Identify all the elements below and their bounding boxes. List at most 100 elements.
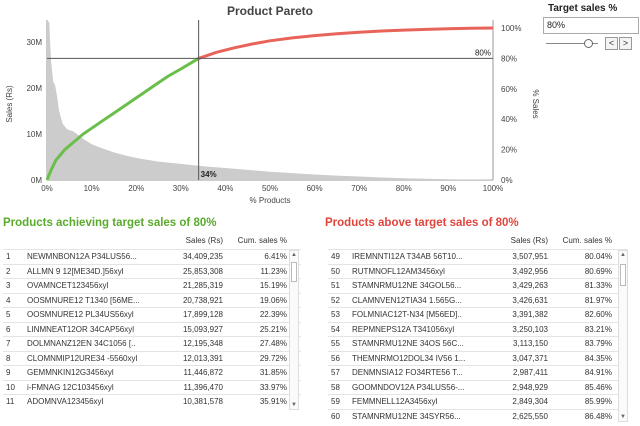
row-number: 53 [331, 310, 340, 320]
table-row[interactable]: 5 OOSMNURE12 PL34US56xyl 17,899,128 22.39% [3, 307, 301, 322]
x-tick-label: 10% [84, 184, 100, 193]
row-number: 54 [331, 324, 340, 334]
y-right-tick-label: 100% [501, 24, 521, 33]
sales-value: 3,113,150 [513, 339, 548, 349]
row-number: 58 [331, 382, 340, 392]
sales-value: 17,899,128 [182, 310, 223, 320]
table-row[interactable]: 9 GEMMNKIN12G3456xyl 11,446,872 31.85% [3, 365, 301, 380]
scroll-up-icon[interactable]: ▲ [620, 252, 626, 258]
scroll-down-icon[interactable]: ▼ [620, 414, 626, 420]
right-table-scrollbar[interactable]: ▲ ▼ [618, 250, 628, 422]
table-row[interactable]: 4 OOSMNURE12 T1340 [56ME... 20,738,921 19.0… [3, 292, 301, 308]
cum-sales-pct: 35.91% [259, 397, 287, 407]
product-name: GEMMNKIN12G3456xyl [27, 368, 114, 378]
next-button[interactable]: > [619, 37, 632, 50]
sales-value: 2,987,411 [513, 368, 548, 378]
scroll-thumb[interactable] [620, 264, 626, 286]
table-row[interactable]: 60 STAMNRMU12NE 34SYR56... 2,625,550 86.48% [328, 409, 628, 424]
previous-button[interactable]: < [605, 37, 618, 50]
product-name: i-FMNAG 12C103456xyl [27, 382, 114, 392]
y-left-tick-label: 20M [26, 84, 42, 93]
left-table-header: Sales (Rs) Cum. sales % [3, 236, 301, 249]
table-row[interactable]: 50 RUTMNOFL12AM3456xyl 3,492,956 80.69% [328, 263, 628, 279]
slider-track[interactable] [546, 43, 598, 44]
sales-value: 3,047,371 [512, 353, 548, 363]
sales-value: 2,849,304 [512, 397, 548, 407]
table-row[interactable]: 7 DOLMNANZ12EN 34C1056 [.. 12,195,348 27.48… [3, 336, 301, 351]
cum-sales-pct: 27.48% [259, 339, 287, 349]
product-name: STAMNRMU12NE 34SYR56... [352, 412, 461, 422]
table-row[interactable]: 6 LINMNEAT12OR 34CAP56xyl 15,093,927 25.21% [3, 321, 301, 337]
row-number: 50 [331, 266, 340, 276]
target-sales-input[interactable]: 80% [543, 17, 639, 34]
column-header-sales[interactable]: Sales (Rs) [185, 236, 223, 245]
table-row[interactable]: 52 CLAMNVEN12TIA34 1.565G... 3,426,631 81.9… [328, 292, 628, 308]
sales-value: 34,409,235 [182, 252, 223, 261]
product-name: OVAMNCET123456xyl [27, 281, 109, 291]
sales-value: 12,195,348 [182, 339, 223, 349]
sales-value: 25,853,308 [182, 266, 223, 276]
product-name: OOSMNURE12 T1340 [56ME... [27, 295, 140, 305]
table-row[interactable]: 11 ADOMNVA123456xyl 10,381,578 35.91% [3, 394, 301, 409]
sales-value: 20,738,921 [182, 295, 223, 305]
cum-sales-pct: 81.33% [584, 281, 612, 291]
table-row[interactable]: 51 STAMNRMU12NE 34GOL56... 3,429,263 81.33% [328, 278, 628, 293]
row-number: 9 [6, 368, 11, 378]
y-left-tick-label: 10M [26, 130, 42, 139]
y-left-tick-label: 0M [31, 176, 42, 185]
product-name: OOSMNURE12 PL34US56xyl [27, 310, 134, 320]
chart-title: Product Pareto [227, 4, 313, 18]
product-name: CLOMNMIP12URE34 -5560xyl [27, 353, 138, 363]
column-header-cum[interactable]: Cum. sales % [562, 236, 612, 245]
scroll-up-icon[interactable]: ▲ [291, 252, 297, 258]
x-tick-label: 50% [262, 184, 278, 193]
table-row[interactable]: 3 OVAMNCET123456xyl 21,285,319 15.19% [3, 278, 301, 293]
table-row[interactable]: 10 i-FMNAG 12C103456xyl 11,396,470 33.97% [3, 379, 301, 395]
y-right-axis-title: % Sales [531, 89, 540, 118]
cum-sales-pct: 83.21% [584, 324, 612, 334]
y-left-tick-label: 30M [26, 38, 42, 47]
table-row[interactable]: 2 ALLMN 9 12[ME34D.]56xyl 25,853,308 11.23% [3, 263, 301, 279]
pareto-chart: Product Pareto 80% 34% 0% 10% 20% 30% 40% 50% 60… [5, 4, 540, 205]
cum-sales-pct: 15.19% [259, 281, 287, 291]
row-number: 7 [6, 339, 11, 349]
y-right-tick-label: 40% [501, 115, 517, 124]
scroll-thumb[interactable] [291, 262, 297, 282]
scroll-down-icon[interactable]: ▼ [291, 402, 297, 408]
row-number: 49 [331, 252, 340, 261]
cum-sales-pct: 22.39% [259, 310, 287, 320]
y-right-tick-label: 60% [501, 85, 517, 94]
product-name: DENMNSIA12 FO34RTE56 T... [352, 368, 463, 378]
product-name: IREMNNTI12A T34AB 56T10... [352, 252, 463, 261]
x-axis-title: % Products [250, 196, 291, 205]
cum-sales-pct: 85.46% [584, 382, 612, 392]
table-row[interactable]: 53 FOLMNIAC12T-N34 [M56ED].. 3,391,382 82.6… [328, 307, 628, 322]
table-row[interactable]: 1 NEWMNBON12A P34LUS56... 34,409,235 6.41% [3, 249, 301, 264]
sales-area [47, 21, 493, 180]
target-sales-slider[interactable]: < > [543, 37, 638, 51]
table-row[interactable]: 54 REPMNEPS12A T341056xyl 3,250,103 83.21% [328, 321, 628, 337]
table-row[interactable]: 59 FEMMNELL12A3456xyl 2,849,304 85.99% [328, 394, 628, 409]
table-row[interactable]: 57 DENMNSIA12 FO34RTE56 T... 2,987,411 84.9… [328, 365, 628, 380]
sales-value: 11,396,470 [183, 382, 223, 392]
column-header-sales[interactable]: Sales (Rs) [510, 236, 548, 245]
y-right-tick-label: 80% [501, 54, 517, 63]
cum-sales-pct: 25.21% [259, 324, 287, 334]
sales-value: 2,948,929 [512, 382, 548, 392]
column-header-cum[interactable]: Cum. sales % [237, 236, 287, 245]
product-name: ALLMN 9 12[ME34D.]56xyl [27, 266, 124, 276]
cum-sales-pct: 83.79% [584, 339, 612, 349]
table-row[interactable]: 49 IREMNNTI12A T34AB 56T10... 3,507,951 80.… [328, 249, 628, 264]
row-number: 1 [6, 252, 11, 261]
product-name: ADOMNVA123456xyl [27, 397, 104, 407]
slider-thumb[interactable] [583, 39, 593, 48]
left-table-scrollbar[interactable]: ▲ ▼ [289, 250, 299, 410]
y-left-axis-title: Sales (Rs) [5, 85, 14, 123]
table-row[interactable]: 8 CLOMNMIP12URE34 -5560xyl 12,013,391 29.72… [3, 350, 301, 366]
row-number: 4 [6, 295, 11, 305]
table-row[interactable]: 56 THEMNRMO12DOL34 IV56 1... 3,047,371 84.3… [328, 350, 628, 366]
cum-sales-pct: 33.97% [259, 382, 287, 392]
table-row[interactable]: 58 GOOMNDOV12A P34LUS56-... 2,948,929 85.46… [328, 379, 628, 395]
table-row[interactable]: 55 STAMNRMU12NE 34OS 56C... 3,113,150 83.79… [328, 336, 628, 351]
sales-value: 3,426,631 [512, 295, 548, 305]
